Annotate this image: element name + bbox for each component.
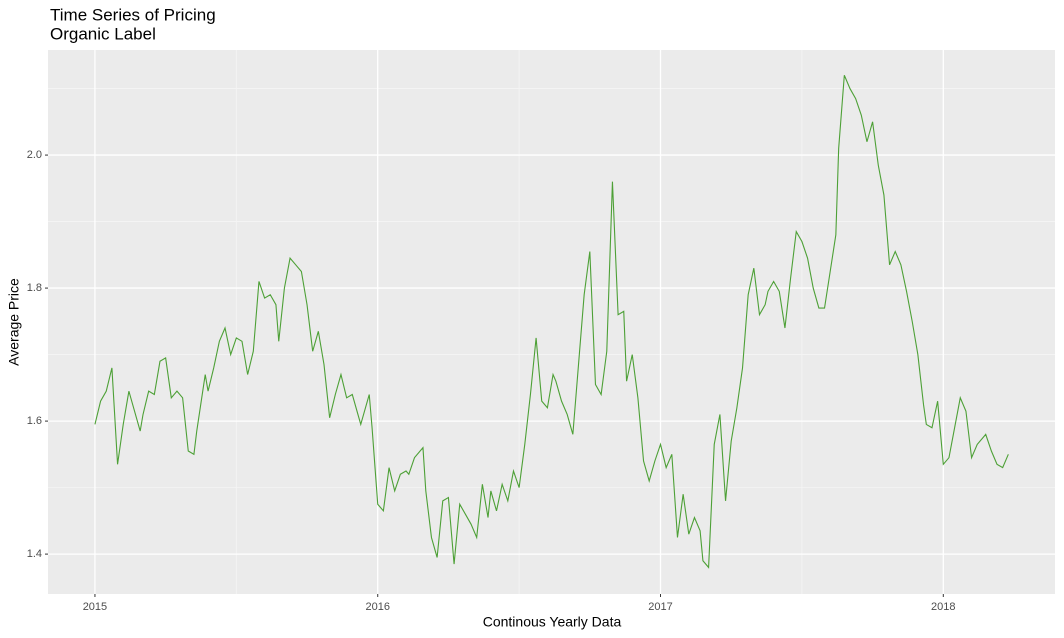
x-axis-label: Continous Yearly Data: [483, 614, 622, 630]
x-tick-label: 2018: [931, 601, 955, 613]
y-axis-label: Average Price: [6, 278, 22, 366]
y-tick-label: 2.0: [27, 149, 42, 161]
y-tick-label: 1.4: [27, 548, 42, 560]
chart-subtitle: Organic Label: [50, 24, 156, 43]
chart-title: Time Series of Pricing: [50, 5, 216, 24]
x-tick-label: 2017: [648, 601, 672, 613]
x-tick-label: 2015: [83, 601, 107, 613]
panel: [48, 50, 1055, 594]
y-tick-label: 1.6: [27, 415, 42, 427]
line-series: [94, 75, 1009, 569]
y-tick-label: 1.8: [27, 282, 42, 294]
x-tick-label: 2016: [365, 601, 389, 613]
